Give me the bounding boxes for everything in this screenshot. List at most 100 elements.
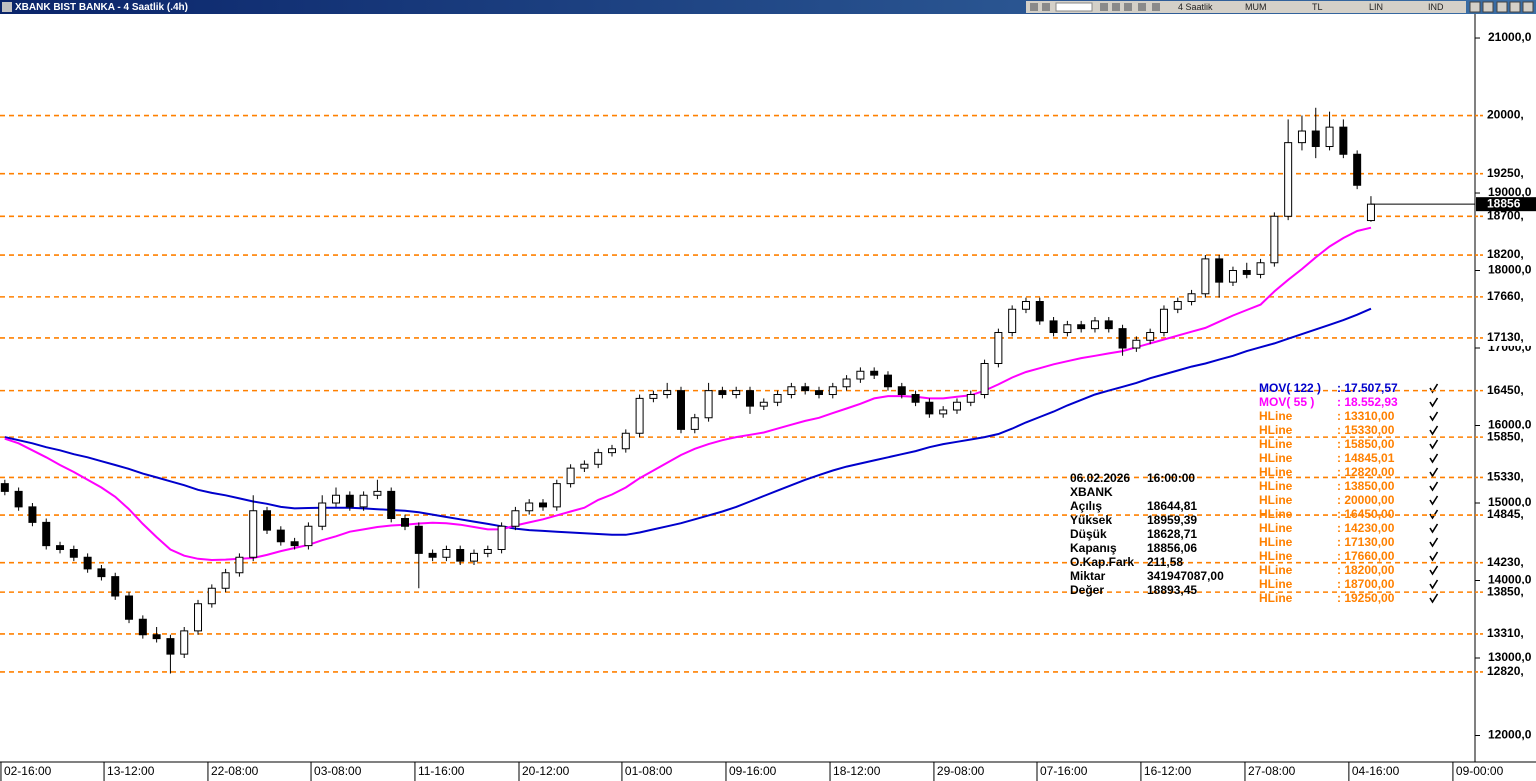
candle-body bbox=[1311, 130, 1320, 148]
legend-value: : 13850,00 bbox=[1337, 479, 1395, 493]
legend-value: : 15330,00 bbox=[1337, 423, 1395, 437]
candle-body bbox=[635, 397, 644, 434]
legend-name[interactable]: HLine bbox=[1259, 535, 1293, 549]
legend-value: : 12820,00 bbox=[1337, 465, 1395, 479]
candle-body bbox=[1242, 270, 1251, 275]
toolbar-button[interactable]: IND bbox=[1428, 2, 1444, 12]
legend-name[interactable]: HLine bbox=[1259, 549, 1293, 563]
toolbar-button[interactable]: TL bbox=[1312, 2, 1323, 12]
candle-body bbox=[801, 386, 810, 392]
candle-body bbox=[1297, 130, 1306, 144]
candle-body bbox=[1256, 262, 1265, 275]
legend-name[interactable]: HLine bbox=[1259, 465, 1293, 479]
candle-body bbox=[304, 525, 313, 547]
hline-label-bg bbox=[1476, 329, 1536, 346]
window-buttons[interactable] bbox=[1469, 1, 1534, 13]
x-tick-label: 09-00:00 bbox=[1456, 764, 1504, 778]
candle-body bbox=[828, 386, 837, 396]
info-symbol: XBANK bbox=[1070, 485, 1113, 499]
x-tick-label: 03-08:00 bbox=[314, 764, 362, 778]
candle-body bbox=[759, 401, 768, 407]
candle-body bbox=[566, 467, 575, 485]
candle-body bbox=[1077, 324, 1086, 330]
candle-body bbox=[497, 525, 506, 551]
hline-label-bg bbox=[1476, 107, 1536, 124]
hline-label: 12820, bbox=[1487, 664, 1524, 678]
info-time: 16:00:00 bbox=[1147, 471, 1195, 485]
x-tick-label: 13-12:00 bbox=[107, 764, 155, 778]
legend-name[interactable]: HLine bbox=[1259, 493, 1293, 507]
legend-name[interactable]: MOV( 55 ) bbox=[1259, 395, 1314, 409]
window-icon[interactable] bbox=[2, 2, 12, 12]
legend-value: : 19250,00 bbox=[1337, 591, 1395, 605]
info-date: 06.02.2026 bbox=[1070, 471, 1130, 485]
x-tick-label: 07-16:00 bbox=[1040, 764, 1088, 778]
toolbar-button[interactable]: MUM bbox=[1245, 2, 1267, 12]
candle-body bbox=[911, 394, 920, 403]
legend-name[interactable]: HLine bbox=[1259, 507, 1293, 521]
info-value: 18893,45 bbox=[1147, 583, 1197, 597]
y-tick-label: 16000,0 bbox=[1488, 418, 1532, 432]
legend-name[interactable]: HLine bbox=[1259, 423, 1293, 437]
hline-label-bg bbox=[1476, 584, 1536, 601]
candle-body bbox=[1201, 258, 1210, 295]
candle-body bbox=[276, 529, 285, 543]
x-tick-label: 04-16:00 bbox=[1352, 764, 1400, 778]
legend-value: : 14845,01 bbox=[1337, 451, 1395, 465]
toolbar-icons[interactable] bbox=[1030, 2, 1160, 12]
legend-name[interactable]: HLine bbox=[1259, 591, 1293, 605]
candle-body bbox=[373, 490, 382, 496]
legend-name[interactable]: HLine bbox=[1259, 437, 1293, 451]
candle-body bbox=[235, 556, 244, 574]
legend-checkmarks[interactable] bbox=[1429, 383, 1439, 604]
legend-name[interactable]: MOV( 122 ) bbox=[1259, 381, 1321, 395]
y-tick-label: 19000,0 bbox=[1488, 185, 1532, 199]
candle-body bbox=[42, 521, 51, 547]
legend-name[interactable]: HLine bbox=[1259, 563, 1293, 577]
hline-label: 18200, bbox=[1487, 247, 1524, 261]
candle-body bbox=[538, 502, 547, 508]
legend-name[interactable]: HLine bbox=[1259, 577, 1293, 591]
hline-label-bg bbox=[1476, 429, 1536, 446]
candle-body bbox=[345, 494, 354, 508]
info-label: O.Kap.Fark bbox=[1070, 555, 1134, 569]
hline-label-bg bbox=[1476, 469, 1536, 486]
candle-body bbox=[318, 502, 327, 527]
candle-body bbox=[56, 545, 65, 551]
candle-body bbox=[414, 525, 423, 554]
candle-body bbox=[1132, 339, 1141, 349]
candle-body bbox=[897, 386, 906, 396]
info-label: Değer bbox=[1070, 583, 1104, 597]
candle-body bbox=[552, 483, 561, 508]
legend-value: : 18200,00 bbox=[1337, 563, 1395, 577]
legend-name[interactable]: HLine bbox=[1259, 521, 1293, 535]
info-label: Açılış bbox=[1070, 499, 1102, 513]
candle-body bbox=[14, 490, 23, 508]
toolbar-button[interactable]: LIN bbox=[1369, 2, 1383, 12]
candle-body bbox=[994, 332, 1003, 365]
candle-body bbox=[401, 518, 410, 527]
hline-label-bg bbox=[1476, 382, 1536, 399]
info-value: 18959,39 bbox=[1147, 513, 1197, 527]
candle-body bbox=[966, 394, 975, 403]
y-tick-label: 14000,0 bbox=[1488, 573, 1532, 587]
candle-body bbox=[1353, 153, 1362, 186]
candle-body bbox=[442, 549, 451, 558]
info-value: 18856,06 bbox=[1147, 541, 1197, 555]
y-tick-label: 13000,0 bbox=[1488, 650, 1532, 664]
legend-value: : 18700,00 bbox=[1337, 577, 1395, 591]
candle-body bbox=[939, 409, 948, 415]
hline-label-bg bbox=[1476, 165, 1536, 182]
toolbar bbox=[1026, 1, 1466, 13]
legend-name[interactable]: HLine bbox=[1259, 479, 1293, 493]
legend-name[interactable]: HLine bbox=[1259, 409, 1293, 423]
candle-body bbox=[1215, 258, 1224, 283]
hline-label-bg bbox=[1476, 507, 1536, 524]
legend-value: : 17660,00 bbox=[1337, 549, 1395, 563]
candle-body bbox=[870, 370, 879, 376]
legend-name[interactable]: HLine bbox=[1259, 451, 1293, 465]
toolbar-button[interactable]: 4 Saatlik bbox=[1178, 2, 1213, 12]
info-label: Miktar bbox=[1070, 569, 1106, 583]
hline-label: 15330, bbox=[1487, 470, 1524, 484]
